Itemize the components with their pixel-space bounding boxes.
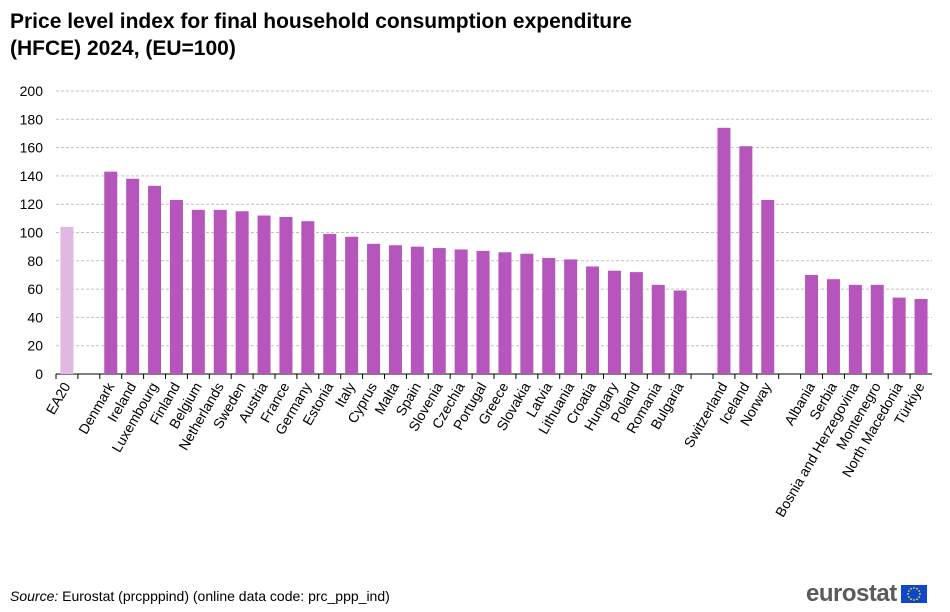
y-tick-label: 60 <box>27 281 43 297</box>
y-tick-label: 20 <box>27 338 43 354</box>
y-tick-label: 120 <box>20 196 44 212</box>
source-label: Source: <box>10 588 59 604</box>
bar-norway <box>761 199 775 374</box>
bar-cyprus <box>367 243 381 374</box>
bar-malta <box>388 245 402 374</box>
y-tick-label: 140 <box>20 168 44 184</box>
y-tick-label: 40 <box>27 309 43 325</box>
bar-montenegro <box>870 284 884 374</box>
bar-bulgaria <box>673 290 687 374</box>
bar-poland <box>629 272 643 374</box>
bar-finland <box>169 199 183 374</box>
logo-text: eurostat <box>806 580 897 607</box>
bar-türkiye <box>914 299 928 374</box>
bar-serbia <box>826 279 840 374</box>
title-line-1: Price level index for final household co… <box>10 10 632 33</box>
bar-switzerland <box>717 127 731 374</box>
source-note: Source: Eurostat (prcpppind) (online dat… <box>10 588 390 604</box>
source-text: Eurostat (prcpppind) (online data code: … <box>58 588 390 604</box>
bar-latvia <box>542 257 556 374</box>
bar-czechia <box>454 249 468 374</box>
bar-north-macedonia <box>892 297 906 374</box>
bar-luxembourg <box>148 185 162 374</box>
y-tick-label: 160 <box>20 140 44 156</box>
bar-france <box>279 216 293 374</box>
bar-iceland <box>739 146 753 374</box>
bar-hungary <box>607 270 621 374</box>
eurostat-logo: eurostat <box>806 580 927 608</box>
bar-sweden <box>235 211 249 374</box>
bar-denmark <box>104 171 118 374</box>
y-tick-label: 100 <box>20 225 44 241</box>
y-tick-label: 0 <box>35 366 43 382</box>
bar-netherlands <box>213 209 227 374</box>
bar-estonia <box>323 233 337 374</box>
chart-title: Price level index for final household co… <box>10 8 910 62</box>
bar-spain <box>410 246 424 374</box>
bar-slovenia <box>432 248 446 374</box>
bar-lithuania <box>564 259 578 374</box>
bar-germany <box>301 221 315 374</box>
bar-belgium <box>191 209 205 374</box>
eu-flag-icon <box>900 585 927 603</box>
y-tick-label: 80 <box>27 253 43 269</box>
bar-austria <box>257 215 271 374</box>
bar-portugal <box>476 250 490 374</box>
bar-croatia <box>586 266 600 374</box>
bar-slovakia <box>520 253 534 374</box>
bar-romania <box>651 284 665 374</box>
bar-bosnia-and-herzegovina <box>848 284 862 374</box>
bar-italy <box>345 236 359 374</box>
bar-greece <box>498 252 512 374</box>
y-tick-label: 180 <box>20 111 44 127</box>
bar-ireland <box>126 178 140 374</box>
bar-ea20 <box>60 226 74 374</box>
x-tick-label: EA20 <box>43 379 74 417</box>
y-tick-label: 200 <box>20 83 44 99</box>
title-line-2: (HFCE) 2024, (EU=100) <box>10 37 236 60</box>
bar-albania <box>805 274 819 374</box>
